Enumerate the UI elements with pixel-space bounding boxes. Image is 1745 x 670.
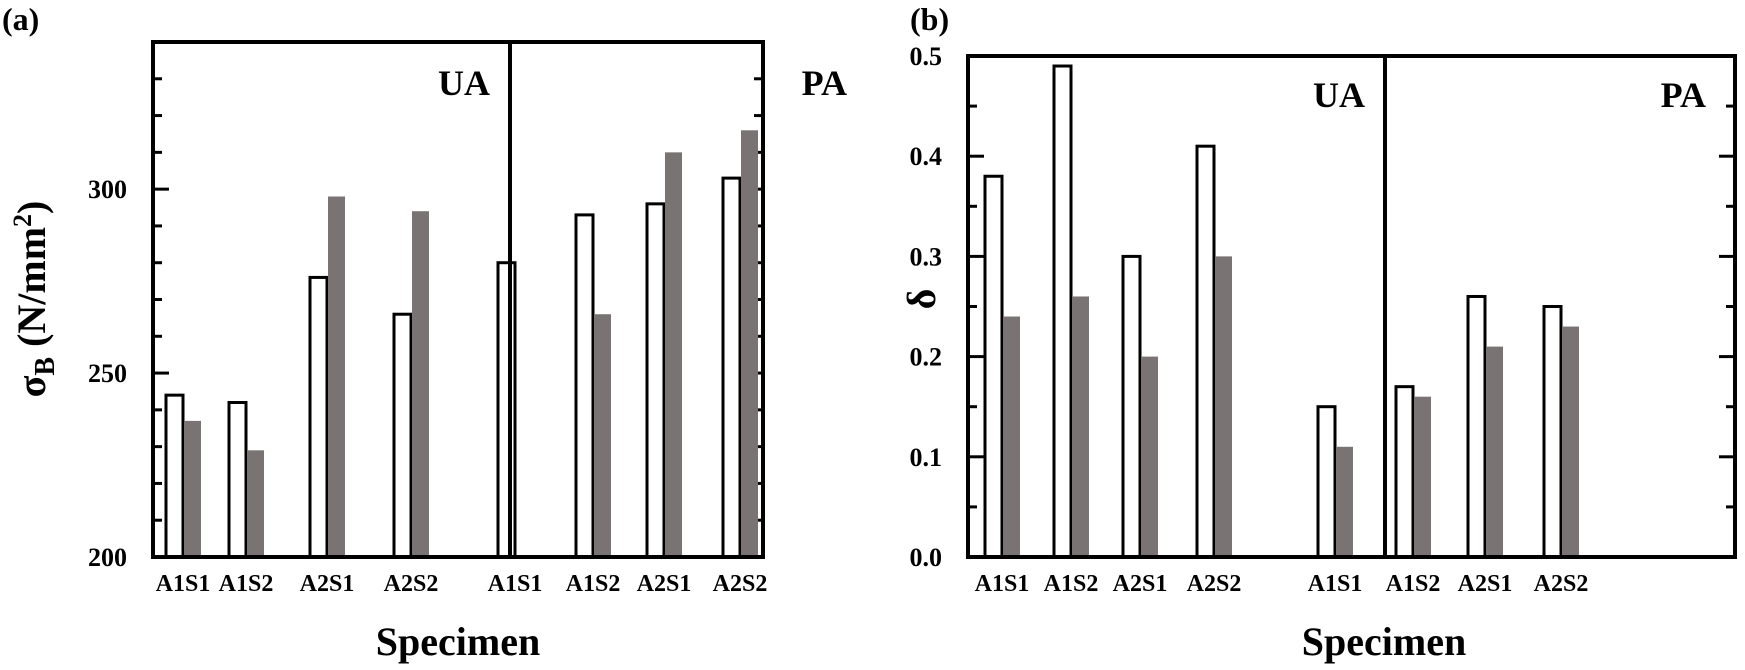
panel-b-bar-ua-a1s2-open (1052, 64, 1073, 559)
panel-a-bar-ua-a2s1-open (308, 275, 329, 559)
panel-b-bar-ua-a2s1-filled (1141, 356, 1158, 557)
panel-b-x-axis-title: Specimen (1302, 619, 1466, 664)
panel-b-category-label: A2S1 (1458, 571, 1513, 597)
panel-a-category-label: A2S1 (300, 571, 355, 597)
panel-a-category-label: A2S2 (384, 571, 439, 597)
panel-a-y-tick-label: 250 (88, 359, 127, 388)
panel-a-bar-pa-a2s2-open (721, 176, 742, 559)
panel-a-region-label-ua: UA (438, 63, 490, 103)
panel-a-y-tick-label: 300 (88, 175, 127, 204)
panel-a-bar-pa-a2s1-open (645, 202, 666, 559)
panel-a-bar-pa-a1s2-open (574, 213, 595, 559)
panel-b-bar-pa-a1s1-filled (1336, 446, 1353, 557)
panel-a-bar-ua-a2s2-filled (412, 211, 429, 557)
panel-a-y-axis-unit-power: 2 (8, 214, 37, 227)
panel-a-bar-ua-a1s1-filled (184, 420, 201, 557)
panel-a-bar-pa-a2s1-filled (665, 152, 682, 557)
panel-a-category-label: A1S2 (566, 571, 621, 597)
panel-a-bar-ua-a2s1-filled (328, 196, 345, 557)
panel-b-category-label: A2S1 (1113, 571, 1168, 597)
panel-b-y-tick-label: 0.2 (910, 343, 943, 372)
panel-a-bar-ua-a2s2-open (392, 312, 413, 559)
panel-b-category-label: A1S2 (1386, 571, 1441, 597)
panel-a-y-axis-title: σB (N/mm2) (8, 201, 61, 398)
panel-b-bar-pa-a1s1-open (1316, 405, 1337, 559)
panel-b-bar-pa-a2s1-filled (1486, 346, 1503, 557)
panel-b-bar-pa-a1s2-filled (1414, 396, 1431, 557)
panel-b-category-label: A1S2 (1044, 571, 1099, 597)
panel-b-y-tick-label: 0.4 (910, 142, 943, 171)
panel-a-category-label: A1S1 (156, 571, 211, 597)
panel-b-bar-ua-a1s2-filled (1072, 296, 1089, 557)
panel-a-bar-ua-a1s1-open (164, 393, 185, 559)
panel-b-region-label-ua: UA (1313, 75, 1365, 115)
panel-b-region-label-pa: PA (1661, 75, 1706, 115)
panel-b-y-axis-title: δ (899, 289, 944, 310)
panel-b-category-label: A2S2 (1187, 571, 1242, 597)
panel-a-y-axis-subscript: B (30, 357, 61, 376)
panel-a-bar-ua-a1s2-open (227, 401, 248, 559)
panel-b-label: (b) (910, 1, 949, 37)
panel-b-bar-ua-a2s2-filled (1215, 256, 1232, 557)
panel-a-category-label: A1S1 (488, 571, 543, 597)
panel-b-bar-pa-a2s2-filled (1562, 326, 1579, 557)
panel-a-y-axis-unit: (N/mm (9, 227, 54, 357)
panel-a-y-axis-symbol: σ (9, 375, 54, 397)
panel-a-bar-pa-a1s2-filled (594, 314, 611, 557)
panel-b-bar-ua-a2s2-open (1195, 144, 1216, 559)
panel-b-y-tick-label: 0.5 (910, 42, 943, 71)
panel-a-plot: 200 250 300 A1S1 A1S2 A2S1 A2S2 A1S1 A1S2 A2S1 A2S… (88, 40, 768, 597)
panel-b-y-tick-label: 0.3 (910, 242, 943, 271)
panel-b-bar-ua-a1s1-open (983, 174, 1004, 559)
panel-b-frame (966, 54, 1737, 559)
panel-a-frame (151, 40, 765, 559)
panel-b-bar-ua-a2s1-open (1121, 254, 1142, 559)
panel-b-plot: 0.0 0.1 0.2 0.3 0.4 0.5 A1S1 A1S2 A2S1 A2S2 A1S1 A1… (910, 42, 1735, 597)
panel-b-chart: (b) 0.0 0.1 0.2 0.3 0.4 0.5 A1S1 A1S2 A2S1 A2S2 A1… (899, 1, 1737, 664)
panel-b-bar-ua-a1s1-filled (1003, 316, 1020, 557)
panel-a-chart: (a) 200 250 300 A1S1 A1S2 A2S1 A2S2 A1S1 A1S2 A2S… (2, 1, 847, 664)
panel-a-y-axis-unit-close: ) (9, 201, 54, 214)
panel-a-bar-pa-a1s1-open (496, 261, 517, 559)
panel-b-bar-pa-a2s2-open (1542, 305, 1563, 559)
panel-a-y-tick-label: 200 (88, 543, 127, 572)
panel-a-category-label: A2S2 (713, 571, 768, 597)
panel-b-bar-pa-a1s2-open (1394, 385, 1415, 559)
panel-b-category-label: A1S1 (975, 571, 1030, 597)
panel-a-category-label: A2S1 (637, 571, 692, 597)
panel-a-x-axis-title: Specimen (376, 619, 540, 664)
panel-b-category-label: A2S2 (1534, 571, 1589, 597)
panel-a-bar-ua-a1s2-filled (247, 450, 264, 557)
panel-a-label: (a) (2, 1, 39, 37)
panel-b-category-label: A1S1 (1308, 571, 1363, 597)
panel-b-y-tick-label: 0.1 (910, 443, 943, 472)
panel-b-y-tick-label: 0.0 (910, 543, 943, 572)
panel-a-bar-pa-a2s2-filled (741, 130, 758, 558)
panel-a-category-label: A1S2 (219, 571, 274, 597)
panel-a-region-label-pa: PA (802, 63, 847, 103)
panel-b-bar-pa-a2s1-open (1466, 294, 1487, 559)
